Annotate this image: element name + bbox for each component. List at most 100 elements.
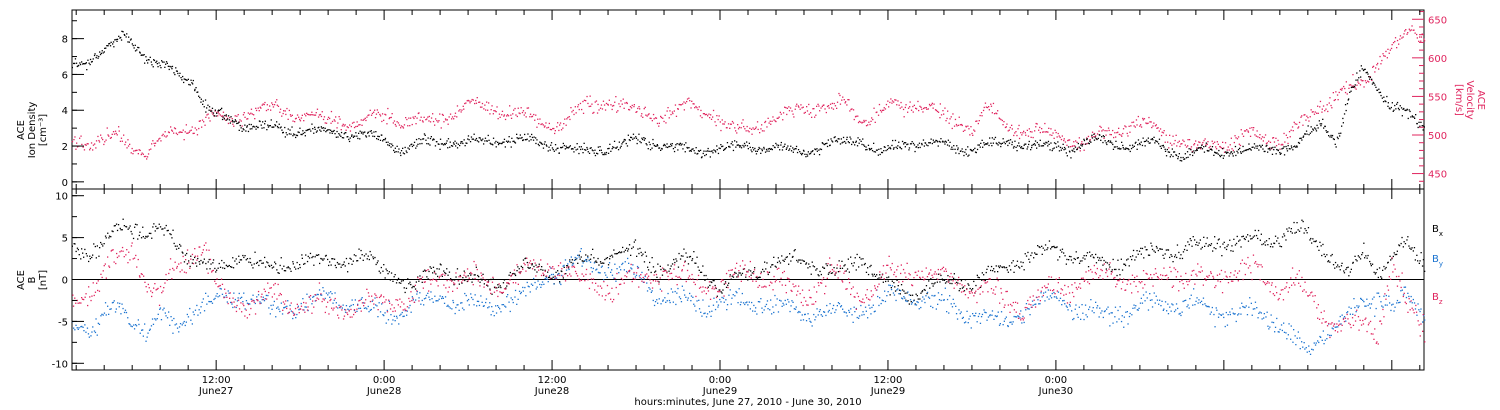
bx-point xyxy=(954,278,957,281)
ion-density-point xyxy=(134,50,137,52)
ion-density-point xyxy=(362,133,364,135)
velocity-point xyxy=(488,102,490,104)
bx-point xyxy=(394,274,396,276)
ion-density-point xyxy=(342,137,345,139)
by-point xyxy=(840,306,842,308)
ion-density-point xyxy=(1060,149,1062,151)
velocity-point xyxy=(427,116,429,118)
velocity-point xyxy=(539,118,541,120)
ion-density-point xyxy=(1309,132,1311,134)
bx-point xyxy=(521,266,524,269)
by-point xyxy=(76,327,78,329)
ion-density-point xyxy=(995,142,997,144)
ion-density-point xyxy=(1147,137,1149,139)
ion-density-point xyxy=(1144,145,1146,147)
velocity-point xyxy=(1398,43,1400,45)
ion-density-point xyxy=(957,147,959,149)
ion-density-point xyxy=(999,142,1001,145)
velocity-point xyxy=(255,109,258,112)
ion-density-point xyxy=(850,138,852,140)
bx-point xyxy=(987,265,989,268)
velocity-point xyxy=(1193,144,1195,146)
bx-point xyxy=(432,272,434,274)
velocity-point xyxy=(1227,146,1229,148)
bx-point xyxy=(1110,270,1112,273)
velocity-point xyxy=(388,117,390,120)
velocity-point xyxy=(1007,130,1009,132)
ion-density-point xyxy=(789,148,791,150)
velocity-point xyxy=(751,133,753,135)
ion-density-point xyxy=(1317,127,1319,129)
by-point xyxy=(473,304,475,306)
bx-point xyxy=(169,233,171,235)
velocity-point xyxy=(254,118,256,120)
by-point xyxy=(330,291,332,293)
ion-density-point xyxy=(649,149,652,151)
velocity-point xyxy=(1348,84,1351,86)
velocity-point xyxy=(276,99,278,101)
ion-density-point xyxy=(74,62,76,65)
by-point xyxy=(441,296,444,298)
velocity-point xyxy=(453,118,455,120)
by-point xyxy=(281,313,284,315)
bx-point xyxy=(971,289,973,291)
bx-point xyxy=(461,282,463,284)
velocity-point xyxy=(1139,125,1141,127)
by-point xyxy=(669,301,671,304)
velocity-point xyxy=(370,114,373,116)
bx-point xyxy=(390,272,393,274)
by-point xyxy=(904,297,906,299)
ion-density-point xyxy=(252,126,254,128)
bx-point xyxy=(295,268,297,270)
bx-point xyxy=(762,268,764,271)
bx-point xyxy=(1389,255,1391,257)
ion-density-point xyxy=(1205,145,1207,147)
bx-point xyxy=(1273,242,1275,244)
velocity-point xyxy=(1187,139,1189,141)
velocity-point xyxy=(833,102,835,105)
bx-point xyxy=(1078,262,1081,264)
bx-point xyxy=(906,292,908,294)
by-point xyxy=(446,305,448,307)
bx-point xyxy=(1064,255,1066,257)
velocity-point xyxy=(970,126,972,128)
velocity-point xyxy=(1239,144,1242,147)
velocity-point xyxy=(1423,38,1425,40)
ion-density-point xyxy=(628,139,630,141)
ion-density-point xyxy=(558,152,560,154)
bx-point xyxy=(677,266,680,268)
bx-point xyxy=(350,258,352,260)
velocity-point xyxy=(936,110,939,113)
velocity-point xyxy=(1112,129,1114,132)
ion-density-point xyxy=(1271,153,1274,155)
velocity-point xyxy=(983,106,985,109)
bx-point xyxy=(1184,245,1187,247)
velocity-point xyxy=(688,97,690,99)
ion-density-point xyxy=(1254,147,1256,149)
ion-density-point xyxy=(331,130,333,133)
velocity-point xyxy=(668,117,670,119)
bx-point xyxy=(166,230,168,232)
ion-density-point xyxy=(573,151,575,153)
ion-density-point xyxy=(356,135,358,137)
by-point xyxy=(702,299,704,301)
bx-point xyxy=(993,268,995,270)
ion-density-point xyxy=(355,132,357,134)
bx-point xyxy=(1410,248,1412,250)
bx-point xyxy=(345,257,348,260)
by-point xyxy=(495,312,498,314)
by-point xyxy=(306,293,308,295)
ion-density-point xyxy=(908,149,910,151)
ion-density-point xyxy=(1156,141,1159,143)
velocity-point xyxy=(712,109,715,112)
bx-point xyxy=(293,266,296,268)
ion-density-point xyxy=(112,43,114,45)
by-point xyxy=(618,272,620,274)
bx-point xyxy=(195,262,197,264)
bx-point xyxy=(765,268,767,270)
ion-density-point xyxy=(578,152,580,155)
velocity-point xyxy=(1309,116,1311,118)
by-point xyxy=(823,311,825,313)
velocity-point xyxy=(779,111,781,113)
ion-density-point xyxy=(223,118,225,120)
